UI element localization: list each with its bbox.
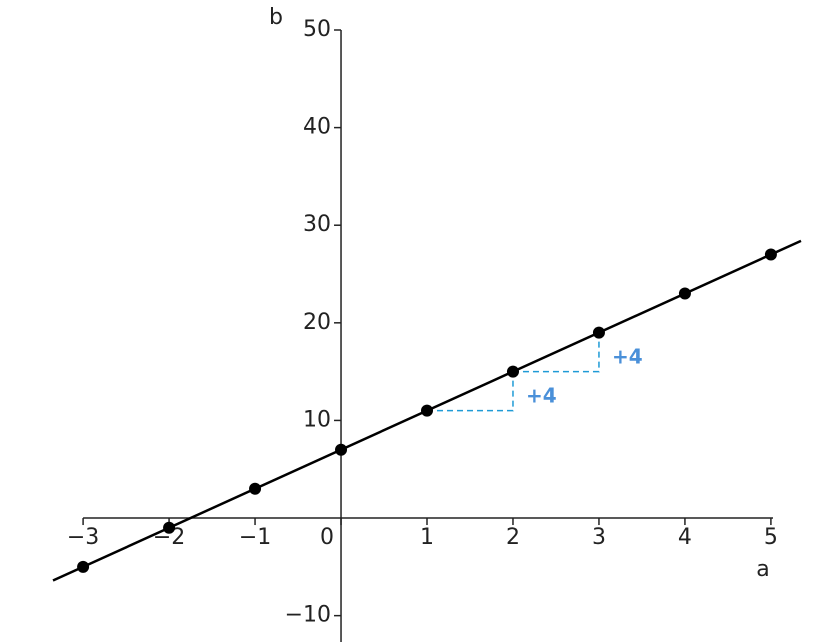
x-tick-label: −3 [67,525,99,550]
y-tick-label: 30 [303,212,331,237]
x-tick-label: 1 [420,525,434,550]
point [335,443,348,456]
x-axis-label: a [756,557,769,582]
y-tick-label: 10 [303,407,331,432]
x-tick-label: −1 [239,525,271,550]
x-tick-label: 5 [764,525,778,550]
annotation: +4 [612,345,643,369]
y-tick-label: 50 [303,17,331,42]
point [678,287,691,300]
annotation: +4 [526,384,557,408]
step-guide [512,332,600,373]
y-tick-label: 40 [303,115,331,140]
x-tick-label: 4 [678,525,692,550]
point [421,404,433,417]
point [249,482,262,495]
y-tick-label: −10 [285,603,331,628]
step-guide [427,371,514,412]
y-axis-label: b [269,5,283,30]
x-tick-label: 0 [320,525,334,550]
y-tick-label: 20 [303,310,331,335]
point [764,248,777,261]
point [77,560,90,573]
point [163,521,176,534]
x-tick-label: 3 [592,525,606,550]
point [506,365,519,378]
point [592,326,605,339]
x-tick-label: 2 [506,525,520,550]
